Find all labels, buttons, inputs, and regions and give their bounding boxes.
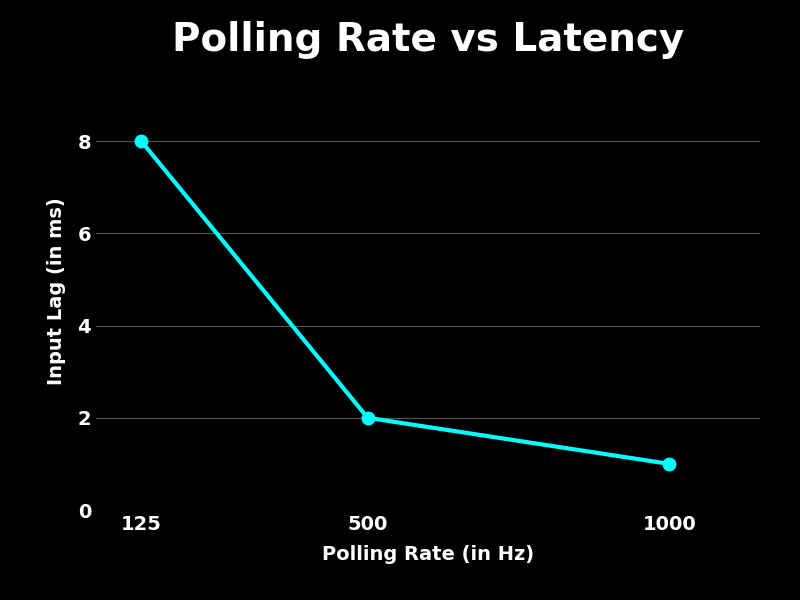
X-axis label: Polling Rate (in Hz): Polling Rate (in Hz) xyxy=(322,545,534,564)
Title: Polling Rate vs Latency: Polling Rate vs Latency xyxy=(172,21,684,59)
Y-axis label: Input Lag (in ms): Input Lag (in ms) xyxy=(47,197,66,385)
